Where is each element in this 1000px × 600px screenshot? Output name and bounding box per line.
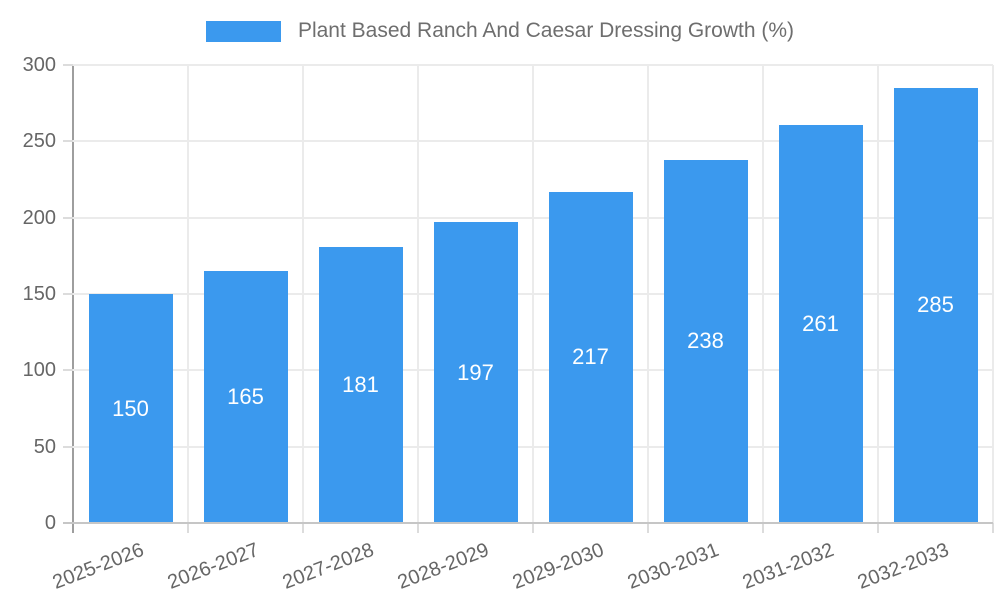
y-axis-tick-label: 0 (44, 512, 56, 534)
bar-value-label: 285 (917, 292, 954, 318)
bar[interactable]: 238 (663, 159, 748, 523)
gridline-vertical (302, 65, 304, 523)
bar-value-label: 181 (342, 371, 379, 397)
gridline-vertical (877, 65, 879, 523)
y-axis-line (72, 65, 74, 533)
x-axis-tick-mark (302, 523, 304, 533)
bar-value-label: 165 (227, 384, 264, 410)
bar[interactable]: 165 (203, 271, 288, 523)
bar[interactable]: 261 (778, 124, 863, 523)
y-axis-tick-label: 50 (33, 435, 56, 458)
bar[interactable]: 285 (893, 87, 978, 523)
x-axis-tick-mark (762, 523, 764, 533)
gridline-vertical (762, 65, 764, 523)
bar-value-label: 150 (112, 395, 149, 421)
x-axis-tick-label: 2025-2026 (49, 538, 147, 594)
x-axis-tick-label: 2026-2027 (164, 538, 262, 594)
bar-value-label: 261 (802, 310, 839, 336)
gridline-vertical (647, 65, 649, 523)
bar-value-label: 238 (687, 328, 724, 354)
y-axis-tick-mark (63, 445, 73, 448)
gridline-vertical (532, 65, 534, 523)
legend-label: Plant Based Ranch And Caesar Dressing Gr… (297, 19, 795, 42)
x-axis-tick-label: 2032-2033 (854, 538, 952, 594)
gridline-vertical (417, 65, 419, 523)
x-axis-tick-mark (532, 523, 534, 533)
y-axis-tick-mark (63, 369, 73, 372)
x-axis-tick-mark (647, 523, 649, 533)
bar-value-label: 197 (457, 359, 494, 385)
y-axis-tick-mark (63, 216, 73, 219)
x-axis-tick-label: 2028-2029 (394, 538, 492, 594)
y-axis-tick-label: 100 (22, 359, 56, 382)
legend-swatch (205, 20, 281, 42)
y-axis-tick-mark (63, 140, 73, 143)
bar[interactable]: 181 (318, 246, 403, 523)
x-axis-tick-mark (417, 523, 419, 533)
bar[interactable]: 197 (433, 222, 518, 523)
bar-value-label: 217 (572, 344, 609, 370)
y-axis-tick-label: 200 (22, 206, 56, 229)
x-axis-tick-label: 2027-2028 (279, 538, 377, 594)
bar[interactable]: 217 (548, 191, 633, 523)
legend[interactable]: Plant Based Ranch And Caesar Dressing Gr… (0, 18, 1000, 44)
gridline-vertical (992, 65, 994, 523)
y-axis-tick-label: 150 (22, 283, 56, 305)
x-axis-tick-label: 2031-2032 (739, 538, 837, 594)
x-axis-tick-mark (877, 523, 879, 533)
x-axis-tick-label: 2030-2031 (624, 538, 722, 594)
bar[interactable]: 150 (88, 294, 173, 523)
gridline-vertical (187, 65, 189, 523)
y-axis-tick-mark (63, 64, 73, 66)
y-axis-tick-label: 300 (22, 54, 56, 76)
x-axis-tick-label: 2029-2030 (509, 538, 607, 594)
y-axis-tick-label: 250 (22, 130, 56, 153)
x-axis-tick-mark (187, 523, 189, 533)
y-axis-tick-mark (63, 293, 73, 295)
x-axis-line (63, 522, 993, 524)
x-axis-tick-mark (992, 523, 994, 533)
